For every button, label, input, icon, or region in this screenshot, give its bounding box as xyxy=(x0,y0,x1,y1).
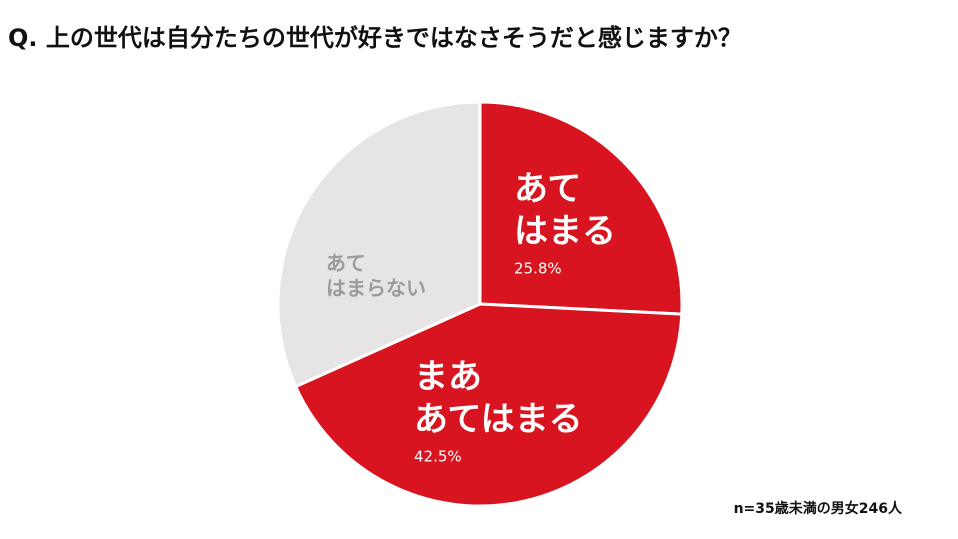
slice-label-1-line-0: まあ xyxy=(414,357,482,397)
slice-value-1: 42.5% xyxy=(414,448,462,466)
slice-label-2-line-0: あて xyxy=(326,251,366,275)
slice-label-0-line-0: あて xyxy=(514,169,581,209)
pie-slice-1 xyxy=(293,302,684,508)
slice-label-1-line-1: あてはまる xyxy=(414,400,583,440)
slice-label-2-line-1: はまらない xyxy=(326,276,426,300)
question-title: Q. 上の世代は自分たちの世代が好きではなさそうだと感じますか？ xyxy=(8,24,742,52)
pie-slice-0 xyxy=(478,100,684,316)
pie-slice-2 xyxy=(276,100,482,389)
sample-size-note: n=35歳未満の男女246人 xyxy=(733,501,902,517)
slice-value-0: 25.8% xyxy=(514,260,562,278)
slice-label-0-line-1: はまる xyxy=(514,212,616,252)
